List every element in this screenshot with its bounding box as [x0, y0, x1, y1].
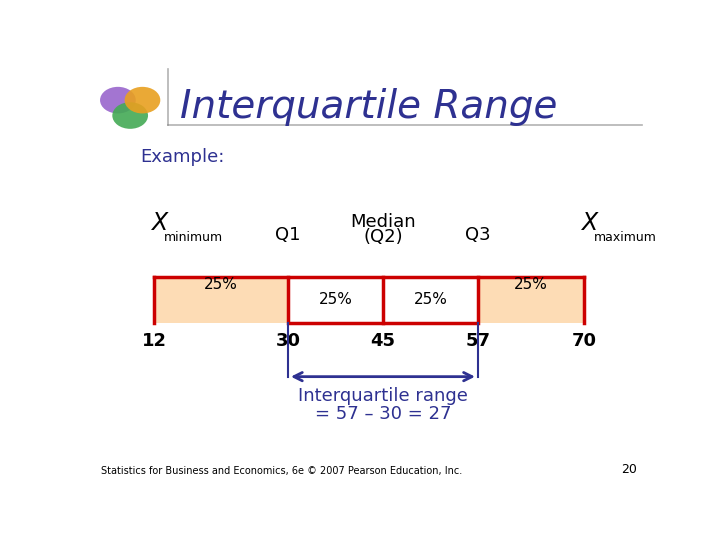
Text: Example:: Example: [140, 148, 225, 166]
Text: Statistics for Business and Economics, 6e © 2007 Pearson Education, Inc.: Statistics for Business and Economics, 6… [101, 465, 462, 476]
Text: 57: 57 [465, 332, 490, 350]
Bar [288, 277, 478, 322]
Text: 12: 12 [142, 332, 166, 350]
Text: X: X [151, 211, 168, 235]
Text: Median: Median [350, 213, 415, 231]
Text: (Q2): (Q2) [363, 228, 402, 246]
Text: 30: 30 [276, 332, 300, 350]
Text: minimum: minimum [164, 231, 223, 244]
Text: 20: 20 [621, 463, 637, 476]
Text: Q1: Q1 [275, 226, 301, 244]
Text: maximum: maximum [594, 231, 657, 244]
Text: 25%: 25% [413, 292, 447, 307]
Text: 25%: 25% [318, 292, 353, 307]
Circle shape [112, 102, 148, 129]
Text: Interquartile range: Interquartile range [298, 387, 468, 405]
Circle shape [125, 87, 161, 113]
Text: 70: 70 [572, 332, 596, 350]
Text: 45: 45 [371, 332, 395, 350]
Bar [154, 277, 584, 322]
Text: Interquartile Range: Interquartile Range [180, 87, 558, 126]
Text: X: X [581, 211, 597, 235]
Text: 25%: 25% [514, 278, 548, 292]
Circle shape [100, 87, 136, 113]
Text: = 57 – 30 = 27: = 57 – 30 = 27 [315, 404, 451, 422]
Text: 25%: 25% [204, 278, 238, 292]
Text: Q3: Q3 [465, 226, 490, 244]
